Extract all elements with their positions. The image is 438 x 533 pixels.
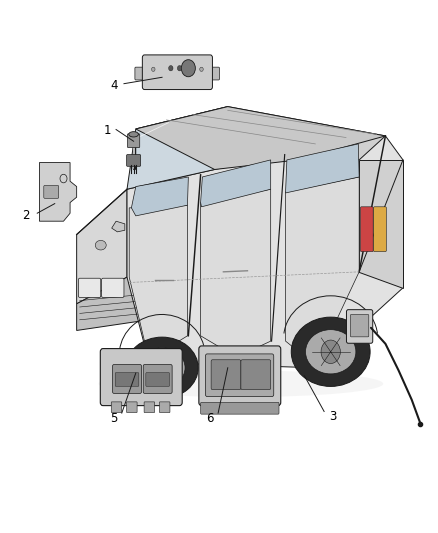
FancyBboxPatch shape [208, 67, 219, 80]
Polygon shape [359, 160, 403, 288]
Circle shape [181, 60, 195, 77]
FancyBboxPatch shape [127, 134, 140, 148]
Polygon shape [131, 177, 188, 216]
FancyBboxPatch shape [78, 278, 101, 297]
FancyBboxPatch shape [143, 365, 172, 393]
FancyBboxPatch shape [159, 402, 170, 413]
Polygon shape [127, 107, 228, 189]
Ellipse shape [291, 317, 370, 386]
Ellipse shape [95, 240, 106, 250]
FancyBboxPatch shape [135, 67, 146, 80]
Text: 6: 6 [206, 412, 214, 425]
Text: 2: 2 [22, 209, 30, 222]
FancyBboxPatch shape [111, 402, 122, 413]
Polygon shape [39, 163, 77, 221]
Ellipse shape [305, 329, 356, 374]
FancyBboxPatch shape [102, 278, 124, 297]
Polygon shape [136, 107, 385, 160]
FancyBboxPatch shape [346, 310, 373, 343]
FancyBboxPatch shape [115, 373, 139, 386]
Circle shape [200, 67, 203, 71]
FancyBboxPatch shape [142, 55, 212, 90]
FancyBboxPatch shape [44, 185, 59, 198]
FancyBboxPatch shape [113, 365, 141, 393]
FancyBboxPatch shape [205, 354, 274, 397]
Text: 4: 4 [110, 79, 118, 92]
Ellipse shape [99, 370, 383, 397]
Polygon shape [77, 277, 149, 330]
Polygon shape [201, 160, 271, 207]
FancyBboxPatch shape [374, 207, 386, 252]
Polygon shape [77, 189, 127, 304]
Polygon shape [129, 205, 187, 360]
Circle shape [152, 67, 155, 71]
Circle shape [153, 357, 171, 378]
Text: 5: 5 [110, 412, 117, 425]
Polygon shape [127, 136, 403, 368]
FancyBboxPatch shape [127, 155, 141, 166]
Polygon shape [286, 144, 359, 193]
FancyBboxPatch shape [144, 402, 155, 413]
FancyBboxPatch shape [211, 360, 241, 390]
Circle shape [169, 66, 173, 71]
Ellipse shape [139, 348, 185, 388]
FancyBboxPatch shape [201, 402, 279, 414]
FancyBboxPatch shape [146, 373, 170, 386]
Polygon shape [136, 107, 385, 169]
FancyBboxPatch shape [199, 346, 281, 406]
FancyBboxPatch shape [241, 360, 271, 390]
Text: 1: 1 [103, 124, 111, 137]
Polygon shape [112, 221, 125, 232]
Polygon shape [201, 189, 271, 357]
FancyBboxPatch shape [350, 314, 369, 337]
FancyBboxPatch shape [360, 207, 373, 252]
Circle shape [177, 66, 182, 71]
FancyBboxPatch shape [127, 402, 137, 413]
FancyBboxPatch shape [100, 349, 182, 406]
Text: 3: 3 [329, 410, 336, 423]
Circle shape [321, 340, 340, 364]
Ellipse shape [129, 132, 138, 137]
Polygon shape [286, 177, 359, 365]
Ellipse shape [126, 337, 198, 399]
